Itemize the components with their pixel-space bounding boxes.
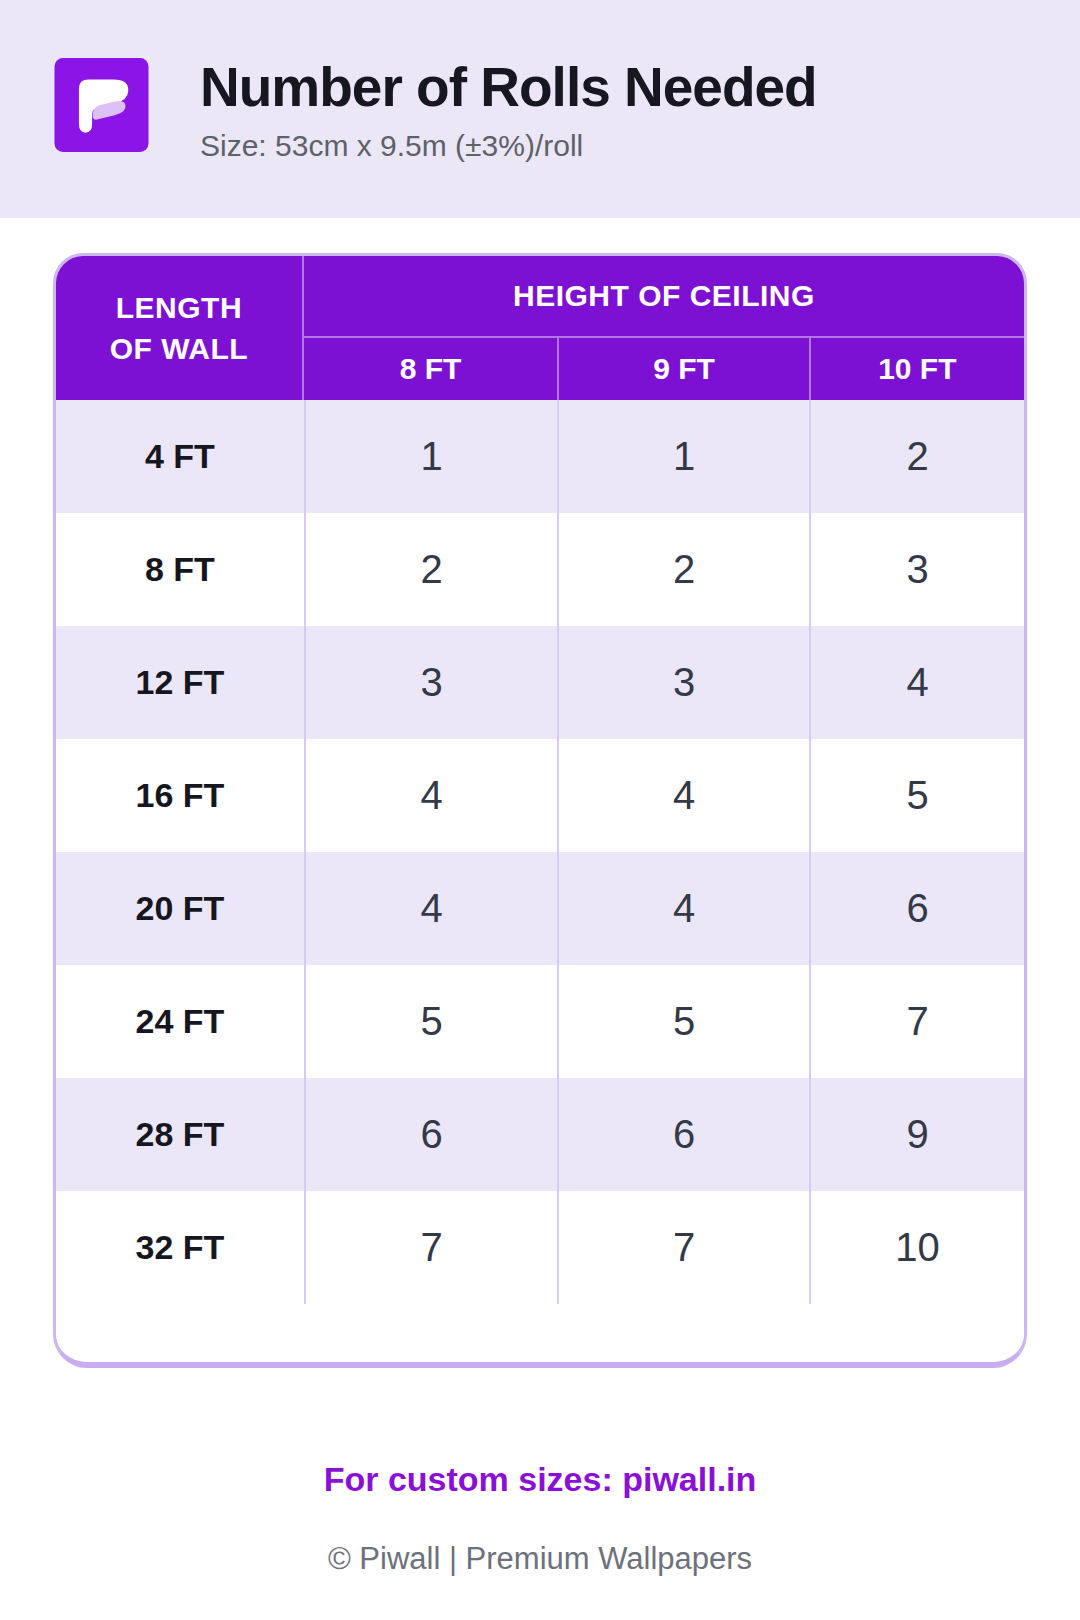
column-headers: HEIGHT OF CEILING 8 FT 9 FT 10 FT: [304, 256, 1024, 400]
cell-8ft: 3: [304, 626, 558, 739]
cell-8ft: 6: [304, 1078, 558, 1191]
cell-10ft: 5: [809, 739, 1024, 852]
column-header-10ft: 10 FT: [809, 338, 1024, 400]
page-subtitle: Size: 53cm x 9.5m (±3%)/roll: [200, 129, 817, 163]
cell-8ft: 7: [304, 1191, 558, 1304]
cell-9ft: 4: [557, 739, 809, 852]
column-group-header: HEIGHT OF CEILING: [304, 256, 1024, 338]
page-header: Number of Rolls Needed Size: 53cm x 9.5m…: [0, 0, 1080, 218]
cell-9ft: 4: [557, 852, 809, 965]
column-subheaders: 8 FT 9 FT 10 FT: [304, 338, 1024, 400]
cell-9ft: 5: [557, 965, 809, 1078]
cell-8ft: 5: [304, 965, 558, 1078]
row-label: 12 FT: [56, 626, 304, 739]
row-label: 8 FT: [56, 513, 304, 626]
custom-sizes-link[interactable]: For custom sizes: piwall.in: [0, 1460, 1080, 1499]
table-row: 16 FT 4 4 5: [56, 739, 1024, 852]
column-header-8ft: 8 FT: [304, 338, 558, 400]
copyright-text: © Piwall | Premium Wallpapers: [0, 1541, 1080, 1577]
cell-9ft: 7: [557, 1191, 809, 1304]
row-label: 16 FT: [56, 739, 304, 852]
row-label: 20 FT: [56, 852, 304, 965]
cell-8ft: 2: [304, 513, 558, 626]
row-label: 28 FT: [56, 1078, 304, 1191]
row-label: 24 FT: [56, 965, 304, 1078]
row-group-header: LENGTH OF WALL: [56, 256, 304, 400]
cell-10ft: 3: [809, 513, 1024, 626]
cell-10ft: 7: [809, 965, 1024, 1078]
table-row: 24 FT 5 5 7: [56, 965, 1024, 1078]
table-body: 4 FT 1 1 2 8 FT 2 2 3 12 FT 3 3 4 16 FT …: [56, 400, 1024, 1304]
table-row: 8 FT 2 2 3: [56, 513, 1024, 626]
cell-9ft: 1: [557, 400, 809, 513]
cell-8ft: 4: [304, 852, 558, 965]
table-row: 32 FT 7 7 10: [56, 1191, 1024, 1304]
cell-10ft: 9: [809, 1078, 1024, 1191]
table-row: 12 FT 3 3 4: [56, 626, 1024, 739]
cell-9ft: 3: [557, 626, 809, 739]
table-row: 4 FT 1 1 2: [56, 400, 1024, 513]
cell-8ft: 1: [304, 400, 558, 513]
column-header-9ft: 9 FT: [557, 338, 808, 400]
cell-10ft: 6: [809, 852, 1024, 965]
page-title: Number of Rolls Needed: [200, 58, 817, 117]
row-group-header-line1: LENGTH: [116, 287, 242, 328]
table-bottom-padding: [56, 1304, 1024, 1362]
cell-9ft: 6: [557, 1078, 809, 1191]
piwall-logo-icon: [53, 58, 150, 152]
cell-9ft: 2: [557, 513, 809, 626]
row-label: 32 FT: [56, 1191, 304, 1304]
table-row: 28 FT 6 6 9: [56, 1078, 1024, 1191]
cell-10ft: 10: [809, 1191, 1024, 1304]
rolls-table: LENGTH OF WALL HEIGHT OF CEILING 8 FT 9 …: [53, 253, 1027, 1368]
cell-10ft: 2: [809, 400, 1024, 513]
cell-8ft: 4: [304, 739, 558, 852]
table-row: 20 FT 4 4 6: [56, 852, 1024, 965]
table-header: LENGTH OF WALL HEIGHT OF CEILING 8 FT 9 …: [56, 256, 1024, 400]
row-group-header-line2: OF WALL: [110, 328, 248, 369]
cell-10ft: 4: [809, 626, 1024, 739]
row-label: 4 FT: [56, 400, 304, 513]
